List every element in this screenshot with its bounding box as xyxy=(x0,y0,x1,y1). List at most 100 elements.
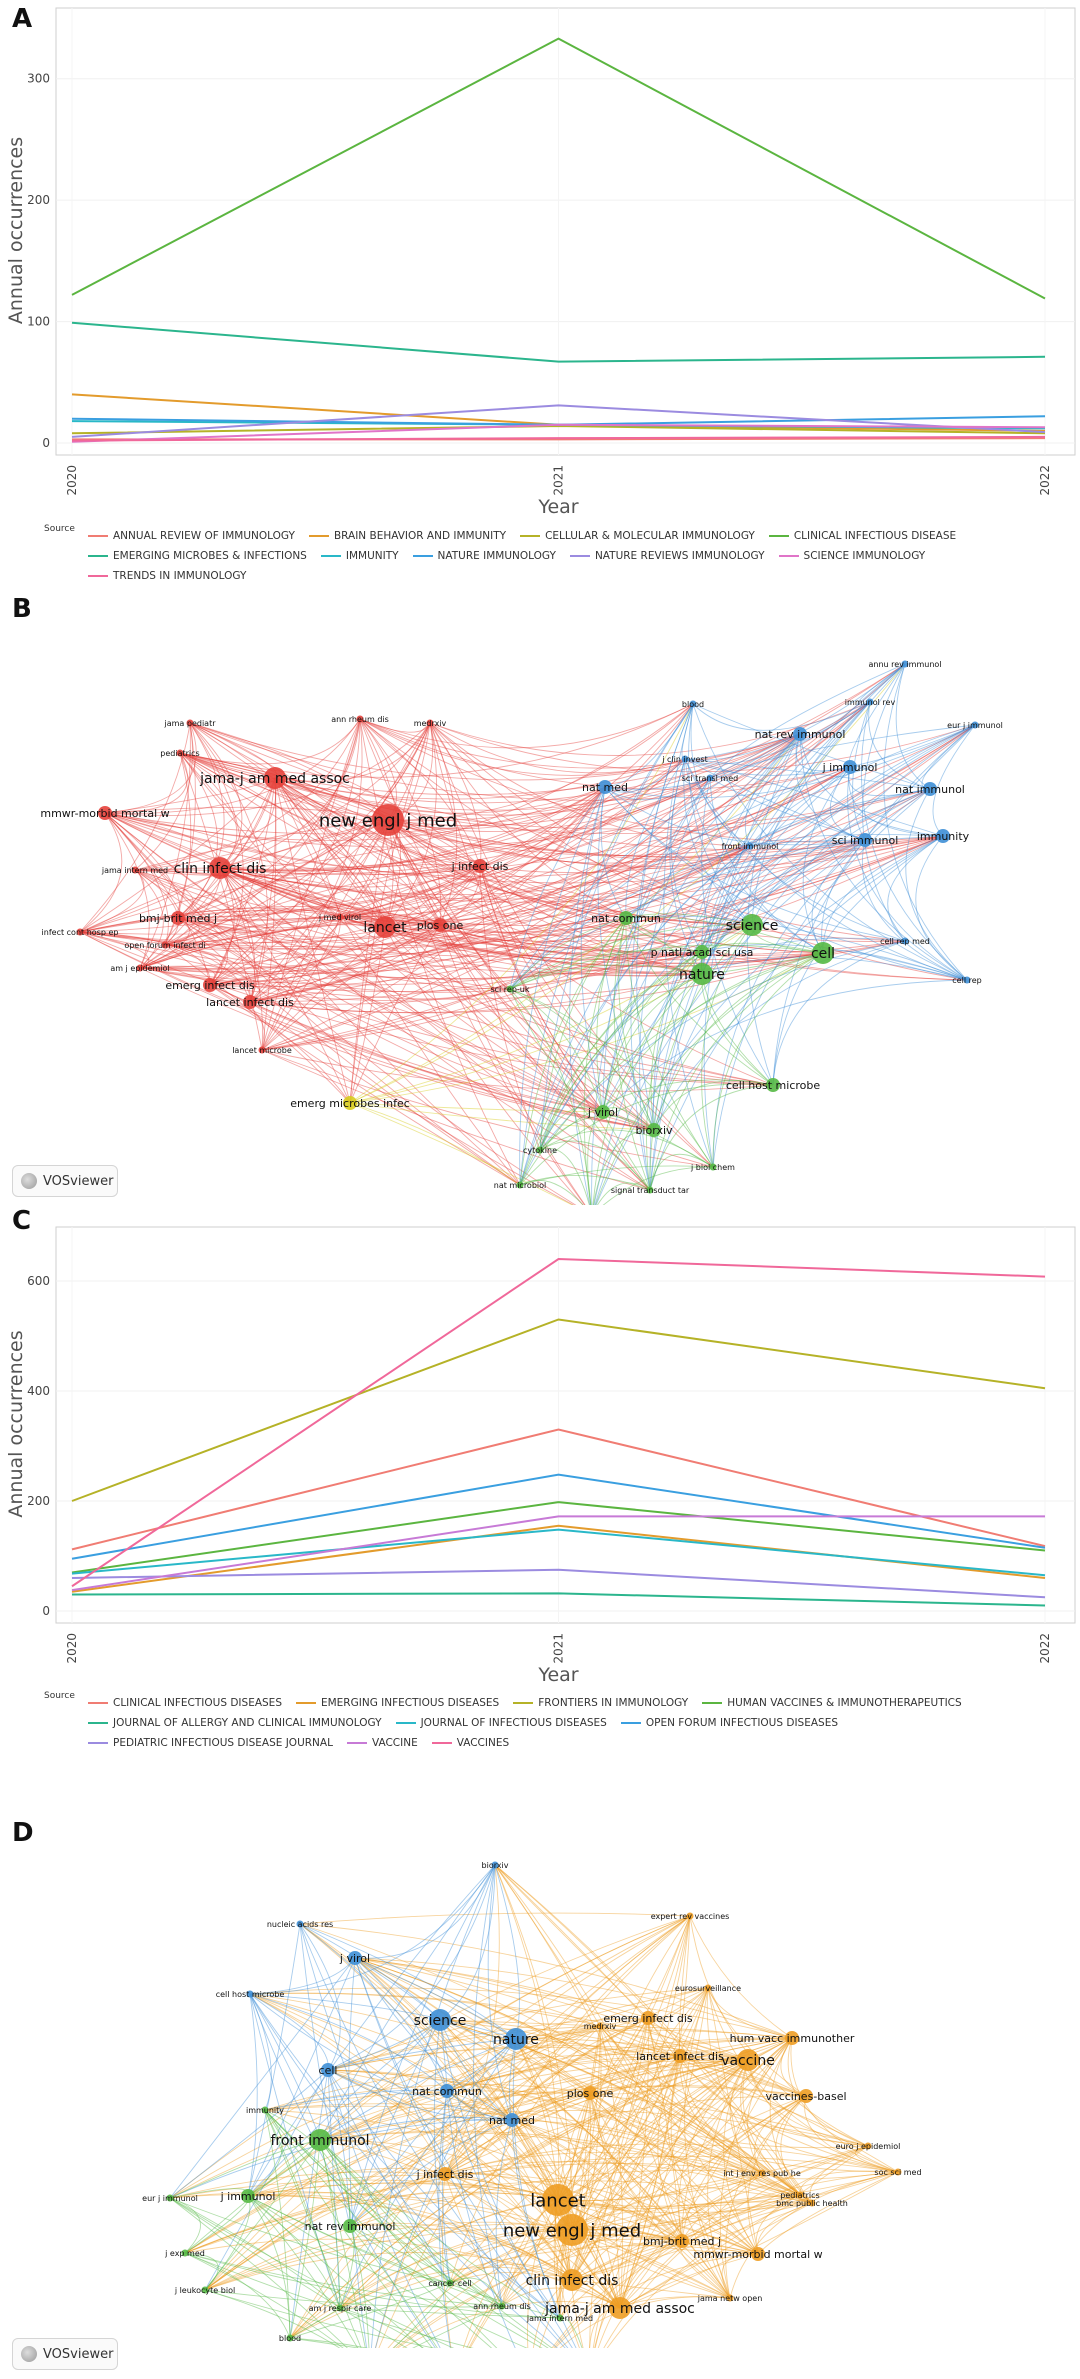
network-node[interactable] xyxy=(286,2334,294,2342)
edge xyxy=(354,1957,649,2019)
network-node[interactable] xyxy=(785,2031,799,2045)
network-node[interactable] xyxy=(440,2084,454,2098)
network-node[interactable] xyxy=(673,2049,687,2063)
network-node[interactable] xyxy=(343,2219,357,2233)
network-node[interactable] xyxy=(438,2167,452,2181)
network-node[interactable] xyxy=(596,1105,610,1119)
network-node[interactable] xyxy=(264,767,286,789)
network-node[interactable] xyxy=(348,1951,362,1965)
network-node[interactable] xyxy=(675,2234,689,2248)
network-node[interactable] xyxy=(596,2022,604,2030)
network-node[interactable] xyxy=(963,976,971,984)
network-node[interactable] xyxy=(542,2184,574,2216)
network-node[interactable] xyxy=(433,918,447,932)
edge xyxy=(134,869,441,926)
network-node[interactable] xyxy=(166,2194,174,2202)
network-node[interactable] xyxy=(356,715,364,723)
network-node[interactable] xyxy=(209,857,231,879)
network-node[interactable] xyxy=(186,719,194,727)
network-node[interactable] xyxy=(243,995,257,1009)
network-node[interactable] xyxy=(136,964,144,972)
network-node[interactable] xyxy=(76,928,84,936)
network-node[interactable] xyxy=(704,1984,712,1992)
network-node[interactable] xyxy=(203,978,217,992)
network-node[interactable] xyxy=(619,911,633,925)
network-node[interactable] xyxy=(176,749,184,757)
network-node[interactable] xyxy=(866,698,874,706)
network-node[interactable] xyxy=(429,2009,451,2031)
network-node[interactable] xyxy=(686,1912,694,1920)
network-node[interactable] xyxy=(799,2089,813,2103)
edge xyxy=(599,2025,681,2057)
network-node[interactable] xyxy=(706,774,714,782)
network-node[interactable] xyxy=(336,2304,344,2312)
legend-label: OPEN FORUM INFECTIOUS DISEASES xyxy=(645,1717,838,1729)
network-node[interactable] xyxy=(336,913,344,921)
network-node[interactable] xyxy=(131,866,139,874)
network-node[interactable] xyxy=(843,760,857,774)
network-node[interactable] xyxy=(309,2129,331,2151)
network-node[interactable] xyxy=(726,2294,734,2302)
network-node[interactable] xyxy=(498,2302,506,2310)
network-node[interactable] xyxy=(858,833,872,847)
network-node[interactable] xyxy=(426,719,434,727)
edge xyxy=(599,2025,759,2255)
network-node[interactable] xyxy=(681,755,689,763)
network-node[interactable] xyxy=(758,2169,766,2177)
network-node[interactable] xyxy=(561,2269,583,2291)
network-node[interactable] xyxy=(641,2011,655,2025)
network-node[interactable] xyxy=(258,1046,266,1054)
network-node[interactable] xyxy=(241,2189,255,2203)
network-node[interactable] xyxy=(181,2249,189,2257)
network-node[interactable] xyxy=(609,2297,631,2319)
network-node[interactable] xyxy=(491,1861,499,1869)
network-node[interactable] xyxy=(556,2314,564,2322)
network-node[interactable] xyxy=(505,2113,519,2127)
network-node[interactable] xyxy=(808,2199,816,2207)
network-node[interactable] xyxy=(598,780,612,794)
network-node[interactable] xyxy=(296,1920,304,1928)
network-node[interactable] xyxy=(796,2191,804,2199)
network-node[interactable] xyxy=(446,2279,454,2287)
network-node[interactable] xyxy=(901,660,909,668)
network-node[interactable] xyxy=(161,941,169,949)
network-node[interactable] xyxy=(374,916,396,938)
network-node[interactable] xyxy=(695,945,709,959)
network-node[interactable] xyxy=(746,842,754,850)
network-node[interactable] xyxy=(691,963,713,985)
network-node[interactable] xyxy=(737,2049,759,2071)
network-node[interactable] xyxy=(812,942,834,964)
network-node[interactable] xyxy=(766,1078,780,1092)
network-node[interactable] xyxy=(647,1123,661,1137)
network-node[interactable] xyxy=(372,804,404,836)
edge xyxy=(519,917,627,1186)
network-node[interactable] xyxy=(536,1146,544,1154)
network-node[interactable] xyxy=(741,914,763,936)
network-node[interactable] xyxy=(505,2028,527,2050)
network-node[interactable] xyxy=(971,721,979,729)
network-node[interactable] xyxy=(923,782,937,796)
network-node[interactable] xyxy=(556,2214,588,2246)
network-node[interactable] xyxy=(98,806,112,820)
network-node[interactable] xyxy=(689,700,697,708)
network-node[interactable] xyxy=(473,859,487,873)
edge xyxy=(596,917,627,1113)
network-node[interactable] xyxy=(864,2142,872,2150)
network-node[interactable] xyxy=(246,1990,254,1998)
network-node[interactable] xyxy=(321,2063,335,2077)
network-node[interactable] xyxy=(751,2247,765,2261)
network-node[interactable] xyxy=(516,1181,524,1189)
network-node[interactable] xyxy=(901,937,909,945)
network-node[interactable] xyxy=(171,911,185,925)
network-node[interactable] xyxy=(583,2086,597,2100)
network-node[interactable] xyxy=(894,2168,902,2176)
network-node[interactable] xyxy=(936,829,950,843)
network-node[interactable] xyxy=(646,1186,654,1194)
network-node[interactable] xyxy=(261,2106,269,2114)
network-node[interactable] xyxy=(343,1096,357,1110)
network-node[interactable] xyxy=(793,727,807,741)
network-node[interactable] xyxy=(201,2286,209,2294)
network-node[interactable] xyxy=(709,1163,717,1171)
edge xyxy=(104,812,655,1131)
network-node[interactable] xyxy=(506,985,514,993)
